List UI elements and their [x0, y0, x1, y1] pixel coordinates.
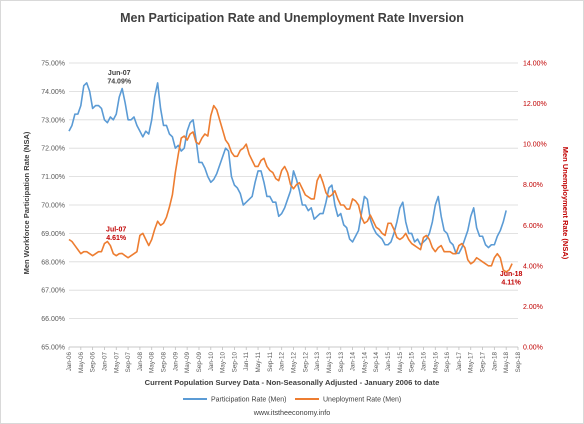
x-tick-label-24: Jan-14 [350, 352, 357, 372]
x-tick-label-32: Sep-16 [444, 352, 451, 373]
x-tick-label-3: Jan-07 [101, 352, 108, 372]
y-tick-label-5: 70.00% [41, 203, 65, 210]
unemployment-rate-line [68, 104, 513, 273]
chart-title: Men Participation Rate and Unemployment … [120, 11, 464, 25]
x-tick-label-38: Sep-18 [515, 352, 522, 373]
y2-tick-label-5: 10.00% [523, 142, 547, 149]
y-tick-label-4: 69.00% [41, 231, 65, 238]
x-tick-label-2: Sep-06 [90, 352, 97, 373]
x-tick-label-4: May-07 [113, 352, 120, 373]
x-tick-label-20: Sep-12 [302, 352, 309, 373]
annotation-value-1: 4.61% [106, 235, 127, 242]
annotations: Jun-0774.09%Jul-074.61%Jun-1869.81%Jun-1… [106, 1, 522, 286]
annotation-value-2: 69.81% [497, 1, 522, 3]
y2-tick-label-7: 14.00% [523, 61, 547, 68]
annotation-value-0: 74.09% [107, 79, 132, 86]
x-tick-label-35: Sep-17 [480, 352, 487, 373]
y2-tick-label-3: 6.00% [523, 223, 543, 230]
x-tick-label-18: Jan-12 [279, 352, 286, 372]
y-tick-label-10: 75.00% [41, 61, 65, 68]
annotation-value-3: 4.11% [501, 279, 521, 286]
series-lines [68, 82, 513, 273]
x-tick-label-10: May-09 [184, 352, 191, 373]
x-tick-label-31: May-16 [432, 352, 439, 373]
x-tick-label-28: May-15 [397, 352, 404, 373]
x-tick-label-7: May-08 [149, 352, 156, 373]
x-tick-label-13: May-10 [220, 352, 227, 373]
x-axis-ticks: Jan-06 May-06 Sep-06 Jan-07 May-07 Sep-07 Jan-… [66, 347, 522, 373]
x-tick-label-5: Sep-07 [125, 352, 132, 373]
x-tick-label-21: Jan-13 [314, 352, 321, 372]
x-axis-label: Current Population Survey Data - Non-Sea… [145, 378, 440, 387]
y-tick-label-3: 68.00% [41, 259, 65, 266]
y2-tick-label-6: 12.00% [523, 101, 547, 108]
x-tick-label-22: May-13 [326, 352, 333, 373]
gridlines [69, 62, 518, 348]
y-tick-label-0: 65.00% [41, 345, 65, 352]
y-tick-label-7: 72.00% [41, 146, 65, 153]
annotation-label-0: Jun-07 [108, 70, 131, 77]
y2-axis-label: Men Unemployment Rate (NSA) [561, 147, 570, 260]
x-tick-label-36: Jan-18 [491, 352, 498, 372]
annotation-label-1: Jul-07 [106, 226, 126, 233]
y2-tick-label-0: 0.00% [523, 345, 543, 352]
y-tick-label-2: 67.00% [41, 288, 65, 295]
y-axis-label: Men Workforce Participation Rate (NSA) [22, 131, 31, 274]
y-tick-label-8: 73.00% [41, 117, 65, 124]
y-tick-label-6: 71.00% [41, 174, 65, 181]
x-tick-label-33: Jan-17 [456, 352, 463, 372]
x-tick-label-0: Jan-06 [66, 352, 73, 372]
x-tick-label-16: May-11 [255, 352, 262, 373]
participation-rate-line [68, 82, 507, 255]
x-tick-label-26: Sep-14 [373, 352, 380, 373]
x-tick-label-17: Sep-11 [267, 352, 274, 372]
x-tick-label-23: Sep-13 [338, 352, 345, 373]
x-tick-label-37: May-18 [503, 352, 510, 373]
x-tick-label-29: Sep-15 [409, 352, 416, 373]
y2-tick-label-1: 2.00% [523, 304, 543, 311]
x-tick-label-6: Jan-08 [137, 352, 144, 372]
x-tick-label-11: Sep-09 [196, 352, 203, 373]
x-tick-label-19: May-12 [291, 352, 298, 373]
x-tick-label-14: Sep-10 [231, 352, 238, 373]
source-url: www.itstheeconomy.info [253, 408, 331, 417]
legend: Participation Rate (Men) Uneployment Rat… [183, 397, 401, 404]
y-tick-label-9: 74.00% [41, 89, 65, 96]
y-axis-ticks: 65.00% 66.00% 67.00% 68.00% 69.00% 70.00% 71.0… [41, 61, 65, 352]
annotation-label-3: Jun-18 [500, 271, 523, 278]
y2-axis-ticks: 0.00% 2.00% 4.00% 6.00% 8.00% 10.00% 12.00% 14.… [523, 61, 547, 352]
y2-tick-label-2: 4.00% [523, 263, 543, 270]
x-tick-label-27: Jan-15 [385, 352, 392, 372]
x-tick-label-1: May-06 [78, 352, 85, 373]
y2-tick-label-4: 8.00% [523, 182, 543, 189]
x-tick-label-12: Jan-10 [208, 352, 215, 372]
y-tick-label-1: 66.00% [41, 316, 65, 323]
x-tick-label-30: Jan-16 [420, 352, 427, 372]
x-tick-label-8: Sep-08 [161, 352, 168, 373]
legend-label-participation: Participation Rate (Men) [211, 397, 286, 404]
x-tick-label-34: May-17 [468, 352, 475, 373]
x-tick-label-15: Jan-11 [243, 352, 250, 371]
legend-label-unemployment: Uneployment Rate (Men) [323, 397, 401, 404]
x-tick-label-25: May-14 [361, 352, 368, 373]
annotation-label-2: Jun-18 [498, 1, 521, 3]
x-tick-label-9: Jan-09 [172, 352, 179, 372]
